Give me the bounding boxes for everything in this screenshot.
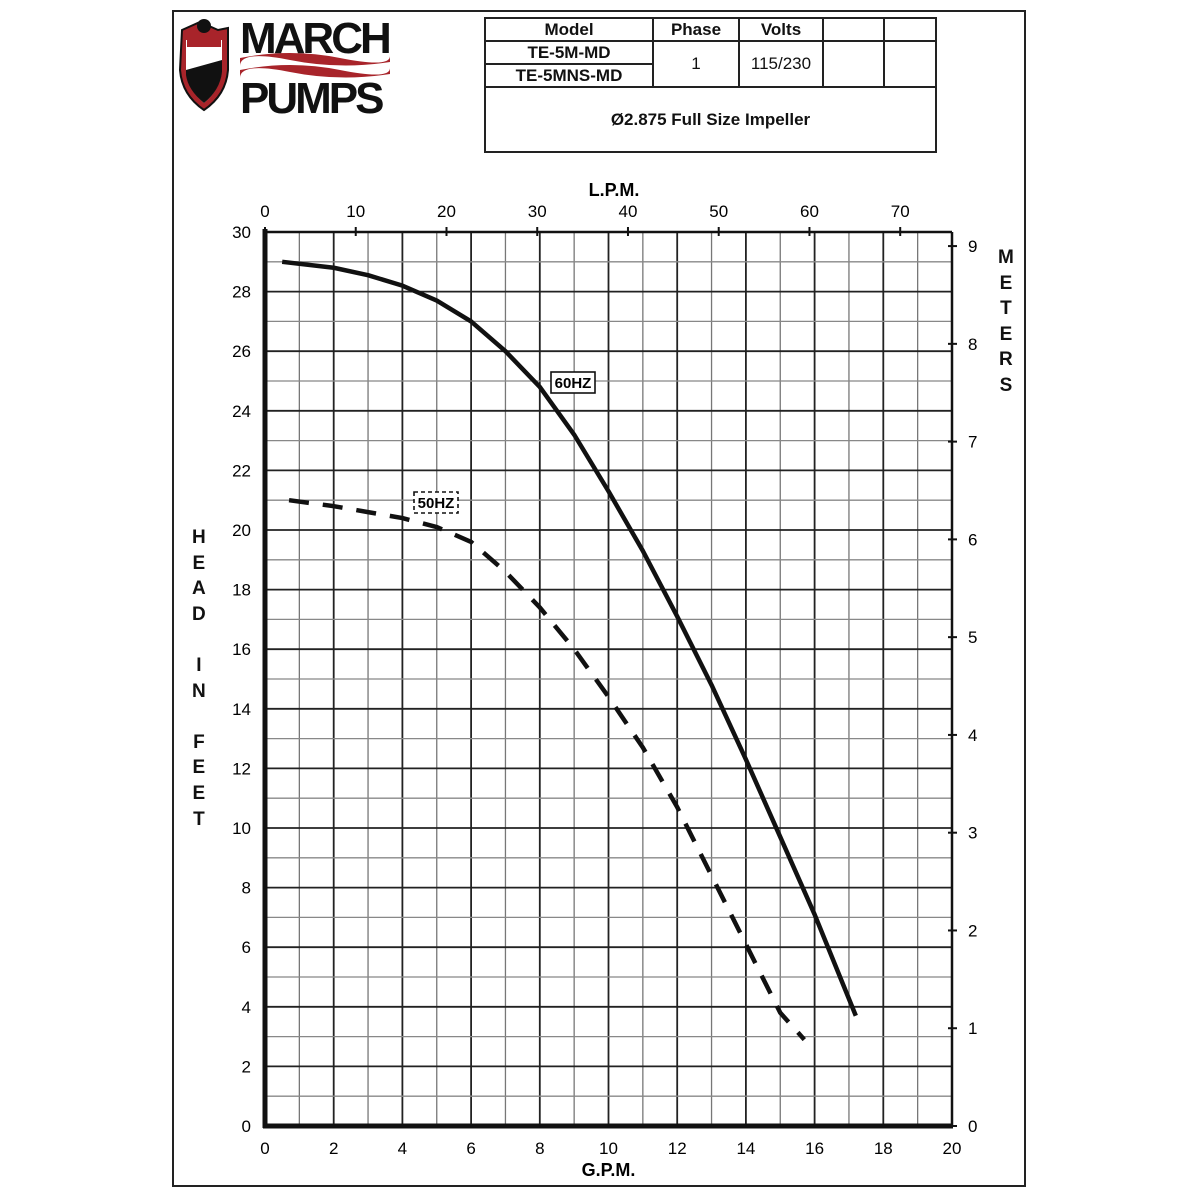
x2-tick-label: 70	[891, 202, 910, 221]
x-tick-label: 16	[805, 1139, 824, 1158]
axis-title-letter: T	[193, 808, 205, 830]
y-tick-label: 14	[232, 700, 251, 719]
series-60hz-curve	[281, 259, 858, 1017]
x2-tick-label: 60	[800, 202, 819, 221]
axis-title-letter: E	[999, 323, 1013, 345]
shield-logo-icon	[178, 19, 390, 112]
y2-tick-label: 3	[968, 824, 977, 843]
x2-tick-label: 10	[346, 202, 365, 221]
x-tick-label: 6	[466, 1139, 475, 1158]
header-model: Model	[484, 17, 654, 42]
axis-title-letter: M	[998, 247, 1014, 268]
axis-title-letter: S	[999, 374, 1013, 396]
blank-cell-1	[822, 40, 885, 88]
y-tick-label: 20	[232, 521, 251, 540]
y-tick-label: 8	[242, 879, 251, 898]
series-50hz-curve	[288, 497, 806, 1042]
x-tick-label: 2	[329, 1139, 338, 1158]
model-1: TE-5M-MD	[484, 40, 654, 65]
brand-top: MARCH	[240, 14, 392, 63]
y-tick-label: 2	[242, 1057, 251, 1076]
y-tick-label: 18	[232, 581, 251, 600]
header-volts: Volts	[738, 17, 824, 42]
phase-value: 1	[652, 40, 740, 88]
x2-tick-label: 40	[619, 202, 638, 221]
axis-title-letter: D	[192, 603, 206, 625]
x2-tick-label: 0	[260, 202, 269, 221]
blank-cell-2	[883, 40, 937, 88]
volts-value: 115/230	[738, 40, 824, 88]
y-tick-label: 22	[232, 461, 251, 480]
x-tick-label: 8	[535, 1139, 544, 1158]
y-tick-label: 6	[242, 938, 251, 957]
x-tick-label: 10	[599, 1139, 618, 1158]
x-axis-title: G.P.M.	[582, 1160, 636, 1180]
x2-tick-label: 20	[437, 202, 456, 221]
spec-table: Model Phase Volts TE-5M-MD 1 115/230 TE-…	[484, 17, 937, 153]
header-blank-1	[822, 17, 885, 42]
spec-header-row: Model Phase Volts	[484, 17, 937, 42]
axis-title-letter: T	[1000, 298, 1012, 320]
axis-title-letter: E	[192, 782, 206, 804]
axis-title-letter: A	[192, 578, 206, 600]
header-phase: Phase	[652, 17, 740, 42]
series-label-50hz: 50HZ	[418, 495, 455, 512]
header-blank-2	[883, 17, 937, 42]
series-label-60hz: 60HZ	[555, 375, 592, 392]
y-tick-label: 12	[232, 759, 251, 778]
y2-tick-label: 0	[968, 1117, 977, 1136]
y2-tick-label: 9	[968, 237, 977, 256]
y2-tick-label: 1	[968, 1019, 977, 1038]
page-frame	[172, 10, 1026, 1187]
axis-title-letter: E	[192, 552, 206, 574]
y2-tick-label: 2	[968, 921, 977, 940]
spec-row: TE-5M-MD 1 115/230	[484, 40, 937, 88]
brand-bottom: PUMPS	[240, 74, 384, 123]
x-tick-label: 14	[736, 1139, 755, 1158]
y-tick-label: 0	[242, 1117, 251, 1136]
axis-title-letter: E	[192, 757, 206, 779]
x2-tick-label: 50	[709, 202, 728, 221]
series-label-box	[413, 491, 459, 514]
x-tick-label: 12	[668, 1139, 687, 1158]
x2-axis-title: L.P.M.	[589, 180, 640, 200]
model-2: TE-5MNS-MD	[484, 63, 654, 88]
y-tick-label: 16	[232, 640, 251, 659]
y2-tick-label: 7	[968, 433, 977, 452]
spec-row: TE-5MNS-MD	[484, 63, 936, 88]
x-tick-label: 20	[943, 1139, 962, 1158]
x-tick-label: 4	[398, 1139, 407, 1158]
x-tick-label: 18	[874, 1139, 893, 1158]
axis-title-letter: E	[999, 272, 1013, 294]
y2-tick-label: 8	[968, 335, 977, 354]
x-tick-label: 0	[260, 1139, 269, 1158]
impeller-text: Ø2.875 Full Size Impeller	[484, 86, 937, 153]
axis-title-letter: I	[196, 654, 202, 676]
y-tick-label: 24	[232, 402, 251, 421]
axis-title-letter: F	[193, 731, 205, 753]
axis-title-letter: N	[192, 680, 206, 702]
y2-tick-label: 6	[968, 530, 977, 549]
y-tick-label: 10	[232, 819, 251, 838]
impeller-row: Ø2.875 Full Size Impeller	[484, 86, 937, 153]
y2-tick-label: 5	[968, 628, 977, 647]
y2-tick-label: 4	[968, 726, 977, 745]
y-tick-label: 30	[232, 223, 251, 242]
y-tick-label: 4	[242, 998, 251, 1017]
axis-title-letter: H	[192, 527, 206, 548]
y-tick-label: 28	[232, 283, 251, 302]
series-label-box	[550, 371, 596, 394]
axis-title-letter: R	[999, 349, 1013, 371]
x2-tick-label: 30	[528, 202, 547, 221]
y-tick-label: 26	[232, 342, 251, 361]
